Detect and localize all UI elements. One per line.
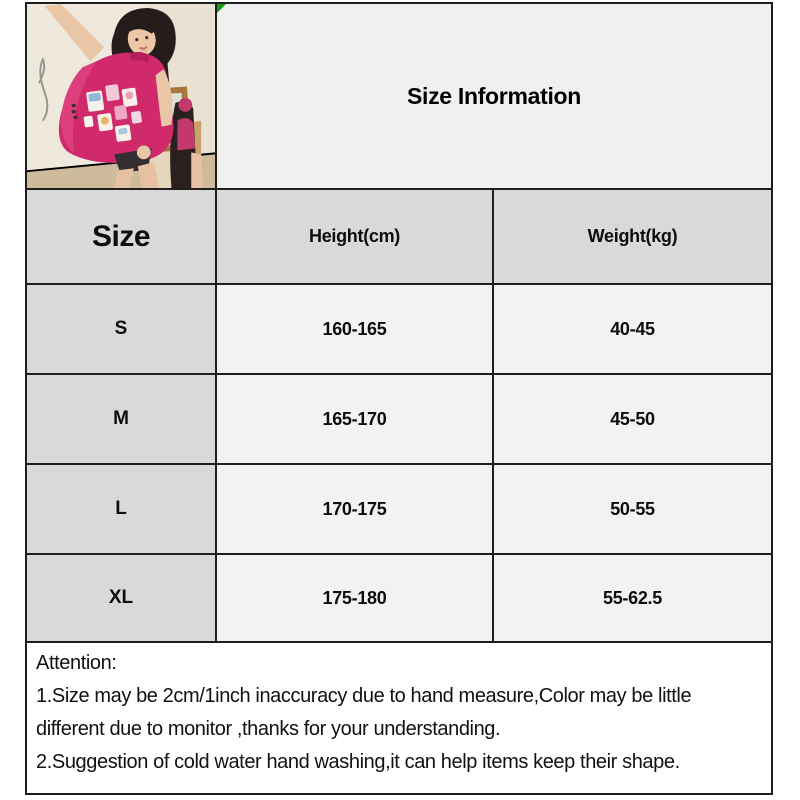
weight-value-xl: 55-62.5: [494, 555, 771, 643]
page-title: Size Information: [406, 82, 582, 109]
weight-value-m: 45-50: [494, 375, 771, 465]
height-value-m: 165-170: [217, 375, 494, 465]
attention-note-2: 2.Suggestion of cold water hand washing,…: [36, 751, 680, 773]
column-header-weight: Weight(kg): [494, 190, 771, 285]
size-label-l: L: [27, 465, 217, 555]
weight-value-s: 40-45: [494, 285, 771, 375]
size-information-header-cell: Size Information: [217, 4, 771, 190]
size-label-xl: XL: [27, 555, 217, 643]
size-chart-sheet: Size Information Size Height(cm) Weight(…: [25, 2, 773, 795]
height-value-s: 160-165: [217, 285, 494, 375]
weight-value-l: 50-55: [494, 465, 771, 555]
size-label-s: S: [27, 285, 217, 375]
height-value-l: 170-175: [217, 465, 494, 555]
height-value-xl: 175-180: [217, 555, 494, 643]
product-photo: [27, 4, 217, 190]
attention-note-1: 1.Size may be 2cm/1inch inaccuracy due t…: [36, 685, 692, 740]
cell-corner-marker: [217, 4, 226, 13]
size-label-m: M: [27, 375, 217, 465]
column-header-height: Height(cm): [217, 190, 494, 285]
attention-title: Attention:: [36, 652, 117, 674]
model-photo-illustration: [27, 4, 215, 188]
column-header-size: Size: [27, 190, 217, 285]
attention-notes: Attention: 1.Size may be 2cm/1inch inacc…: [27, 643, 771, 793]
